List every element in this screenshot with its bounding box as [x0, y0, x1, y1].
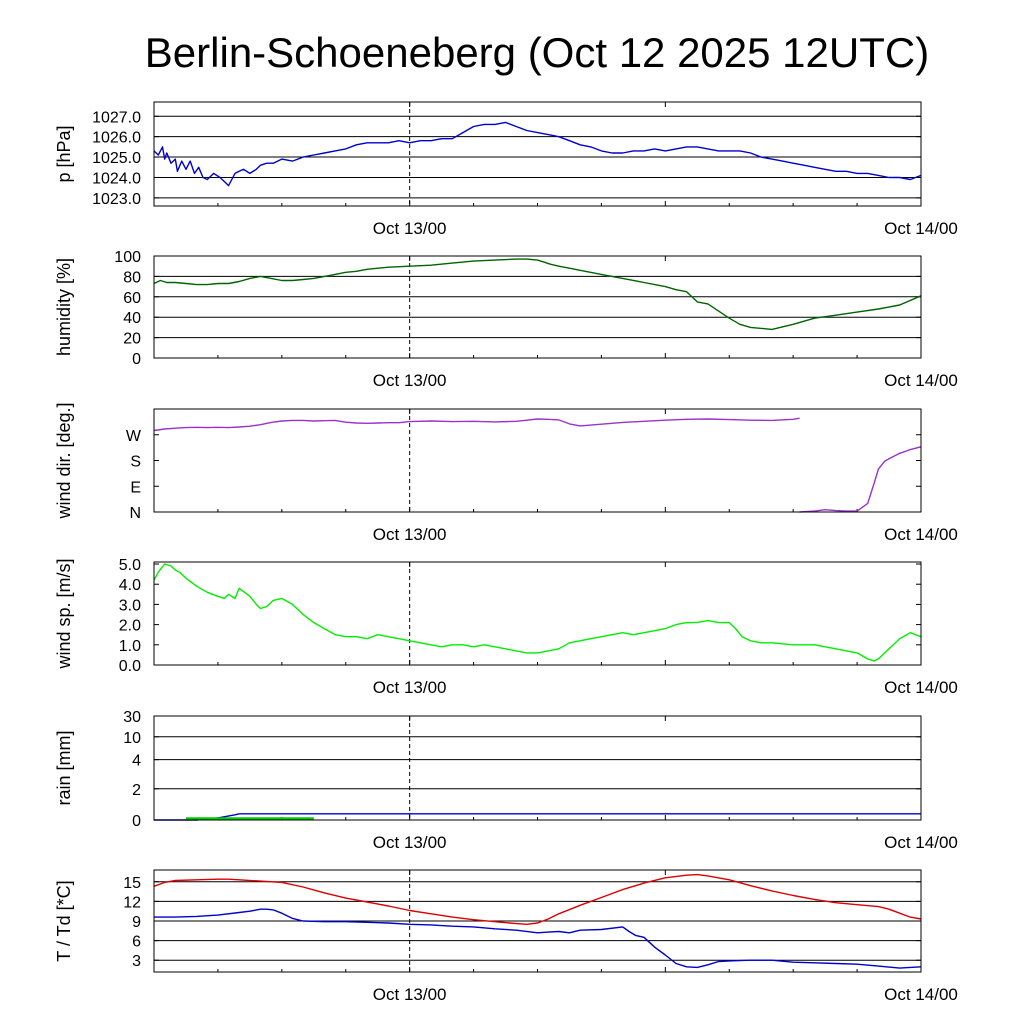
y-tick-label: S [130, 454, 141, 471]
panel-pressure: 1023.0 1024.0 1025.0 1026.0 1027.0 p [hPa] Oct… [54, 101, 958, 238]
series-T [153, 873, 922, 925]
series-humidity [153, 258, 922, 331]
y-tick-label: E [130, 479, 141, 496]
y-tick-label: 1026.0 [92, 130, 141, 147]
y-tick-label: 20 [123, 331, 141, 348]
series-direction-1 [153, 417, 800, 432]
y-tick-label: 2.0 [119, 618, 141, 635]
y-axis-label: p [hPa] [54, 125, 74, 182]
y-axis-label: T / Td [*C] [54, 880, 74, 961]
panel-frame [153, 561, 922, 666]
x-tick-label: Oct 13/00 [373, 985, 447, 1004]
x-tick-label: Oct 13/00 [373, 678, 447, 697]
y-tick-label: 4.0 [119, 577, 141, 594]
y-tick-label: 1025.0 [92, 150, 141, 167]
y-axis-label: wind sp. [m/s] [54, 558, 74, 669]
chart-title: Berlin-Schoeneberg (Oct 12 2025 12UTC) [145, 29, 929, 76]
y-tick-label: 0.0 [119, 658, 141, 675]
panel-frame [153, 869, 922, 973]
x-tick-label: Oct 14/00 [884, 985, 958, 1004]
y-axis-label: wind dir. [deg.] [54, 402, 74, 519]
panel-wind_speed: 0.0 1.0 2.0 3.0 4.0 5.0 wind sp. [m/s] Oct 13/0… [54, 557, 958, 697]
y-tick-label: 15 [123, 875, 141, 892]
y-tick-label: 0 [132, 351, 141, 368]
x-tick-label: Oct 13/00 [373, 371, 447, 390]
series-direction-2 [799, 446, 922, 513]
panel-frame [153, 255, 922, 359]
panel-rain: 0 2 4 10 30 rain [mm] Oct 13/00 Oct 14/00 [54, 709, 958, 852]
y-tick-label: 60 [123, 290, 141, 307]
y-tick-label: 100 [114, 249, 141, 266]
y-tick-label: 1023.0 [92, 191, 141, 208]
y-tick-label: 3.0 [119, 597, 141, 614]
y-axis-label: rain [mm] [54, 730, 74, 805]
panel-frame [153, 715, 922, 821]
y-tick-label: 12 [123, 894, 141, 911]
y-tick-label: 2 [132, 782, 141, 799]
series-Td [154, 908, 922, 969]
y-tick-label: 0 [132, 813, 141, 830]
y-tick-label: 10 [123, 730, 141, 747]
y-tick-label: 80 [123, 269, 141, 286]
panel-temperature: 3 6 9 12 15 T / Td [*C] Oct 13/00 Oct 14/00 [54, 869, 958, 1004]
x-tick-label: Oct 13/00 [373, 219, 447, 238]
series-wind-speed [153, 563, 922, 662]
y-tick-label: 1.0 [119, 638, 141, 655]
y-tick-label: 9 [132, 914, 141, 931]
x-tick-label: Oct 14/00 [884, 219, 958, 238]
x-tick-label: Oct 14/00 [884, 678, 958, 697]
x-tick-label: Oct 13/00 [373, 525, 447, 544]
y-tick-label: 1027.0 [92, 109, 141, 126]
x-tick-label: Oct 14/00 [884, 525, 958, 544]
y-tick-label: 4 [132, 753, 141, 770]
y-tick-label: 6 [132, 934, 141, 951]
y-tick-label: 40 [123, 310, 141, 327]
panel-humidity: 0 20 40 60 80 100 humidity [%] Oct 13/00 Oct 14/… [54, 249, 958, 390]
y-tick-label: N [129, 505, 141, 522]
panel-frame [153, 101, 922, 207]
panel-frame [153, 408, 922, 513]
y-tick-label: 3 [132, 953, 141, 970]
y-tick-label: 1024.0 [92, 170, 141, 187]
y-tick-label: 5.0 [119, 557, 141, 574]
x-tick-label: Oct 14/00 [884, 371, 958, 390]
y-tick-label: 30 [123, 709, 141, 726]
y-tick-label: W [126, 428, 142, 445]
x-tick-label: Oct 13/00 [373, 833, 447, 852]
series-pressure [153, 121, 922, 187]
x-tick-label: Oct 14/00 [884, 833, 958, 852]
y-axis-label: humidity [%] [54, 258, 74, 356]
